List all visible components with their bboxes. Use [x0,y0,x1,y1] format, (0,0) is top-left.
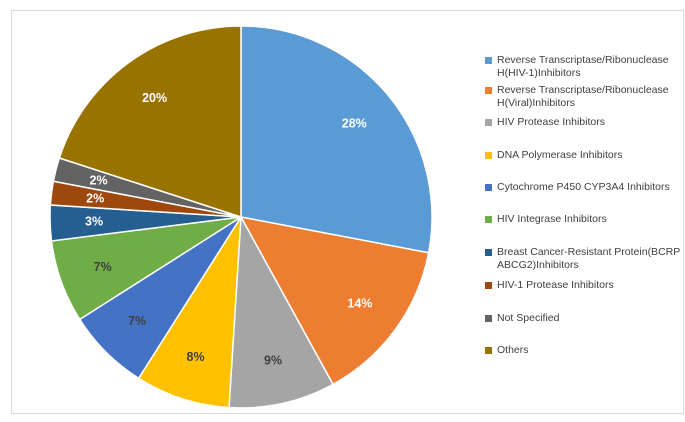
slice-percent-label: 2% [90,173,108,187]
legend-item: Cytochrome P450 CYP3A4 Inhibitors [485,181,685,194]
legend-label: Reverse Transcriptase/Ribonuclease [497,84,669,96]
legend-label: DNA Polymerase Inhibitors [497,149,623,161]
pie-slice [239,215,430,386]
slice-percent-label: 2% [86,192,104,206]
legend-item: HIV Protease Inhibitors [485,116,685,129]
legend-swatch [485,119,492,126]
legend-swatch [485,282,492,289]
legend-text: HIV Protease Inhibitors [497,116,605,129]
legend-text: Not Specified [497,312,559,325]
legend-item: Breast Cancer-Resistant Protein(BCRP ABCG… [485,246,685,272]
slice-percent-label: 9% [264,354,282,368]
legend-swatch [485,57,492,64]
legend-text: Cytochrome P450 CYP3A4 Inhibitors [497,181,670,194]
legend-text: Others [497,344,529,357]
legend-text: Breast Cancer-Resistant Protein(BCRP ABCG… [497,246,680,272]
pie-slice [240,25,433,254]
slice-percent-label: 7% [128,314,146,328]
legend-item: Others [485,344,685,357]
slice-percent-label: 28% [342,116,367,130]
legend-item: Not Specified [485,312,685,325]
legend-label: HIV Protease Inhibitors [497,116,605,128]
legend-swatch [485,216,492,223]
legend-item: HIV Integrase Inhibitors [485,213,685,226]
pie-slice [58,25,242,219]
slice-percent-label: 3% [85,215,103,229]
chart-area: 28% 14% 9% 8% 7% 7% 3% 2% 2% 20% Reverse Transcri… [11,10,684,414]
legend-text: Reverse Transcriptase/Ribonuclease H(Vira… [497,84,669,110]
legend-item: DNA Polymerase Inhibitors [485,149,685,162]
legend-swatch [485,184,492,191]
legend-label: H(HIV-1)Inhibitors [497,67,581,79]
pie-slice [137,216,242,409]
legend-label: ABCG2)Inhibitors [497,259,579,271]
legend-swatch [485,315,492,322]
legend-text: HIV-1 Protease Inhibitors [497,279,614,292]
legend-text: Reverse Transcriptase/Ribonuclease H(HIV-… [497,54,669,80]
legend-label: H(Viral)Inhibitors [497,97,575,109]
legend-label: Not Specified [497,312,560,324]
legend-swatch [485,249,492,256]
legend-label: Reverse Transcriptase/Ribonuclease [497,54,669,66]
legend-item: Reverse Transcriptase/Ribonuclease H(HIV-… [485,54,685,80]
slice-percent-label: 7% [94,260,112,274]
legend-label: HIV Integrase Inhibitors [497,213,607,225]
legend-text: HIV Integrase Inhibitors [497,213,607,226]
pie-slice [228,214,335,409]
legend-label: Cytochrome P450 CYP3A4 Inhibitors [497,181,670,193]
legend-label: Others [497,344,529,356]
legend-swatch [485,152,492,159]
pie-chart: 28% 14% 9% 8% 7% 7% 3% 2% 2% 20% [49,25,433,409]
legend-item: Reverse Transcriptase/Ribonuclease H(Vira… [485,84,685,110]
legend-item: HIV-1 Protease Inhibitors [485,279,685,292]
slice-percent-label: 8% [187,350,205,364]
legend-swatch [485,347,492,354]
legend-label: Breast Cancer-Resistant Protein(BCRP [497,246,681,258]
legend-swatch [485,87,492,94]
slice-percent-label: 14% [347,296,372,310]
legend-label: HIV-1 Protease Inhibitors [497,279,614,291]
slice-percent-label: 20% [142,91,167,105]
legend-text: DNA Polymerase Inhibitors [497,149,622,162]
